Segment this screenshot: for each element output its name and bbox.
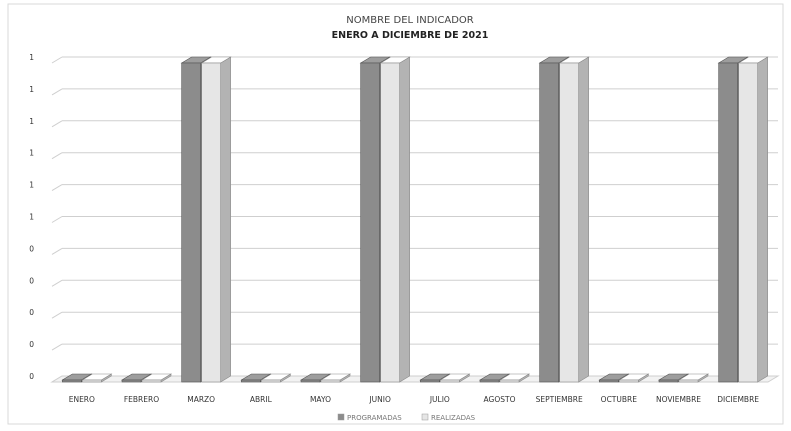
x-tick-label: ENERO [69, 395, 95, 404]
x-tick-label: JUNIO [368, 395, 391, 404]
x-tick-label: MAYO [310, 395, 331, 404]
y-tick-label: 0 [29, 244, 34, 253]
bar-front [121, 379, 142, 383]
bar-front [300, 379, 321, 383]
bar [319, 373, 352, 383]
gridline [51, 152, 63, 160]
bar [439, 373, 471, 383]
bar-front [141, 379, 162, 383]
bar-front [181, 62, 201, 383]
bar-front [440, 379, 460, 383]
bar [618, 373, 650, 383]
bar-front [718, 62, 738, 383]
bar-front [360, 62, 380, 383]
y-tick-label: 1 [29, 53, 34, 62]
x-tick-label: SEPTIEMBRE [536, 395, 583, 404]
bar-front [539, 62, 559, 383]
chart-floor [50, 375, 780, 383]
x-tick-label: NOVIEMBRE [656, 395, 701, 404]
gridline [51, 279, 63, 287]
bar-front [619, 379, 639, 383]
x-tick-label: AGOSTO [484, 395, 516, 404]
x-tick-label: DICIEMBRE [717, 395, 759, 404]
bar [260, 373, 292, 383]
chart-subtitle: ENERO A DICIEMBRE DE 2021 [332, 30, 489, 41]
bar-front [559, 62, 579, 383]
gridline [51, 247, 63, 255]
y-tick-label: 0 [29, 308, 34, 317]
gridline [51, 88, 63, 96]
gridline [51, 120, 63, 128]
y-tick-label: 0 [29, 340, 34, 349]
bar-side [399, 56, 410, 383]
bar [379, 56, 411, 383]
bar-side [757, 56, 768, 383]
y-tick-label: 1 [29, 149, 34, 158]
bar-front [499, 379, 520, 383]
bar-front [599, 379, 619, 383]
bar-front [261, 379, 281, 383]
legend-label: PROGRAMADAS [347, 414, 402, 422]
bar-front [82, 379, 102, 383]
bar [240, 373, 272, 383]
y-tick-label: 1 [29, 117, 34, 126]
y-axis-ticks: 0 0 0 0 0 1 1 1 1 1 1 [29, 53, 34, 381]
legend-label: REALIZADAS [431, 414, 476, 422]
bar-front [320, 379, 341, 383]
x-axis-ticks: ENERO FEBRERO MARZO ABRIL MAYO JUNIO JULIO AGOS… [69, 395, 760, 404]
grid-layer [50, 56, 780, 383]
bar-layer [61, 56, 769, 383]
y-tick-label: 1 [29, 85, 34, 94]
bar-front [62, 379, 82, 383]
bar-front [479, 379, 500, 383]
y-tick-label: 1 [29, 213, 34, 222]
gridline [51, 311, 63, 319]
x-tick-label: OCTUBRE [601, 395, 638, 404]
bar-front [201, 62, 221, 383]
bar-front [678, 379, 699, 383]
gridline [51, 56, 63, 64]
x-tick-label: ABRIL [250, 395, 273, 404]
legend-swatch [337, 413, 345, 421]
x-tick-label: JULIO [429, 395, 450, 404]
x-tick-label: MARZO [187, 395, 215, 404]
gridline [51, 343, 63, 351]
bar-front [420, 379, 440, 383]
chart-title: NOMBRE DEL INDICADOR [346, 15, 474, 26]
bar [200, 56, 232, 383]
bar-front [738, 62, 758, 383]
gridline [51, 216, 63, 223]
y-tick-label: 1 [29, 181, 34, 190]
bar-front [241, 379, 261, 383]
bar-front [380, 62, 400, 383]
y-tick-label: 0 [29, 372, 34, 381]
bar [677, 373, 710, 383]
bar [558, 56, 590, 383]
bar-front [658, 379, 679, 383]
gridline [51, 184, 63, 192]
bar [140, 373, 173, 383]
x-tick-label: FEBRERO [124, 395, 159, 404]
bar [737, 56, 769, 383]
legend-swatch [421, 413, 429, 421]
bar-side [578, 56, 589, 383]
legend: PROGRAMADAS REALIZADAS [337, 413, 476, 422]
bar-side [220, 56, 231, 383]
y-tick-label: 0 [29, 276, 34, 285]
bar [81, 373, 113, 383]
bar [498, 373, 531, 383]
